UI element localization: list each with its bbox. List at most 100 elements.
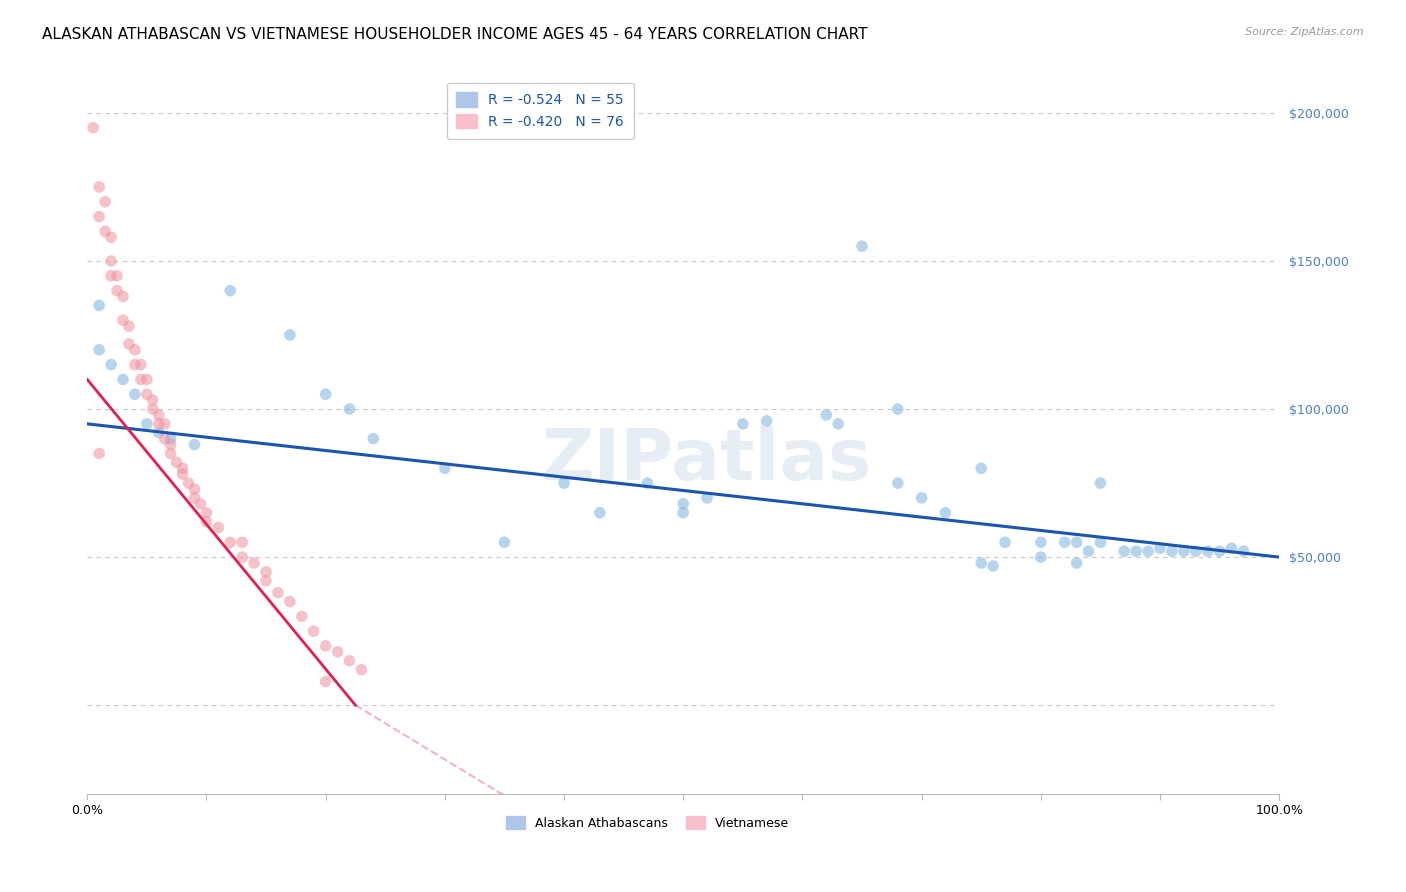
Point	[1197, 544, 1219, 558]
Point	[1173, 544, 1195, 558]
Point	[278, 594, 301, 608]
Point	[910, 491, 932, 505]
Point	[190, 497, 212, 511]
Point	[934, 506, 956, 520]
Text: Source: ZipAtlas.com: Source: ZipAtlas.com	[1246, 27, 1364, 37]
Point	[494, 535, 516, 549]
Point	[153, 432, 176, 446]
Text: ZIPatlas: ZIPatlas	[541, 425, 872, 495]
Point	[100, 268, 122, 283]
Point	[1137, 544, 1160, 558]
Point	[135, 372, 157, 386]
Point	[89, 446, 111, 460]
Point	[1066, 556, 1088, 570]
Point	[172, 461, 194, 475]
Point	[1149, 541, 1171, 556]
Legend: Alaskan Athabascans, Vietnamese: Alaskan Athabascans, Vietnamese	[501, 812, 794, 835]
Point	[124, 387, 146, 401]
Point	[887, 476, 910, 491]
Point	[1220, 541, 1243, 556]
Point	[142, 402, 165, 417]
Point	[89, 298, 111, 312]
Point	[326, 645, 349, 659]
Point	[970, 461, 993, 475]
Point	[94, 194, 117, 209]
Point	[887, 402, 910, 417]
Point	[135, 387, 157, 401]
Point	[637, 476, 659, 491]
Point	[1053, 535, 1076, 549]
Point	[100, 230, 122, 244]
Point	[94, 224, 117, 238]
Point	[350, 663, 373, 677]
Point	[89, 343, 111, 357]
Point	[100, 358, 122, 372]
Point	[827, 417, 849, 431]
Point	[159, 437, 181, 451]
Point	[315, 639, 337, 653]
Point	[1208, 544, 1230, 558]
Point	[363, 432, 385, 446]
Point	[553, 476, 575, 491]
Point	[672, 506, 695, 520]
Point	[118, 337, 141, 351]
Point	[118, 319, 141, 334]
Point	[433, 461, 456, 475]
Point	[1161, 544, 1184, 558]
Point	[696, 491, 718, 505]
Point	[207, 520, 229, 534]
Point	[177, 476, 200, 491]
Point	[105, 268, 128, 283]
Point	[129, 358, 152, 372]
Point	[219, 535, 242, 549]
Point	[166, 455, 188, 469]
Point	[731, 417, 754, 431]
Point	[672, 497, 695, 511]
Point	[183, 482, 205, 496]
Point	[111, 289, 134, 303]
Point	[339, 654, 361, 668]
Point	[851, 239, 873, 253]
Point	[153, 417, 176, 431]
Point	[231, 550, 253, 565]
Point	[219, 284, 242, 298]
Point	[183, 491, 205, 505]
Point	[142, 393, 165, 408]
Point	[1029, 550, 1052, 565]
Point	[172, 467, 194, 482]
Point	[315, 387, 337, 401]
Point	[105, 284, 128, 298]
Point	[148, 408, 170, 422]
Point	[195, 506, 218, 520]
Point	[1125, 544, 1147, 558]
Point	[124, 343, 146, 357]
Point	[1066, 535, 1088, 549]
Point	[89, 180, 111, 194]
Point	[254, 565, 277, 579]
Point	[124, 358, 146, 372]
Point	[159, 432, 181, 446]
Point	[159, 446, 181, 460]
Point	[994, 535, 1017, 549]
Point	[315, 674, 337, 689]
Point	[1232, 544, 1254, 558]
Point	[267, 585, 290, 599]
Point	[148, 417, 170, 431]
Point	[291, 609, 314, 624]
Point	[1090, 476, 1112, 491]
Point	[1029, 535, 1052, 549]
Point	[254, 574, 277, 588]
Point	[589, 506, 612, 520]
Point	[111, 313, 134, 327]
Point	[1077, 544, 1099, 558]
Point	[82, 120, 104, 135]
Point	[1114, 544, 1136, 558]
Point	[815, 408, 838, 422]
Point	[100, 254, 122, 268]
Point	[231, 535, 253, 549]
Point	[89, 210, 111, 224]
Point	[981, 559, 1004, 574]
Point	[302, 624, 325, 639]
Text: ALASKAN ATHABASCAN VS VIETNAMESE HOUSEHOLDER INCOME AGES 45 - 64 YEARS CORRELATI: ALASKAN ATHABASCAN VS VIETNAMESE HOUSEHO…	[42, 27, 868, 42]
Point	[278, 328, 301, 343]
